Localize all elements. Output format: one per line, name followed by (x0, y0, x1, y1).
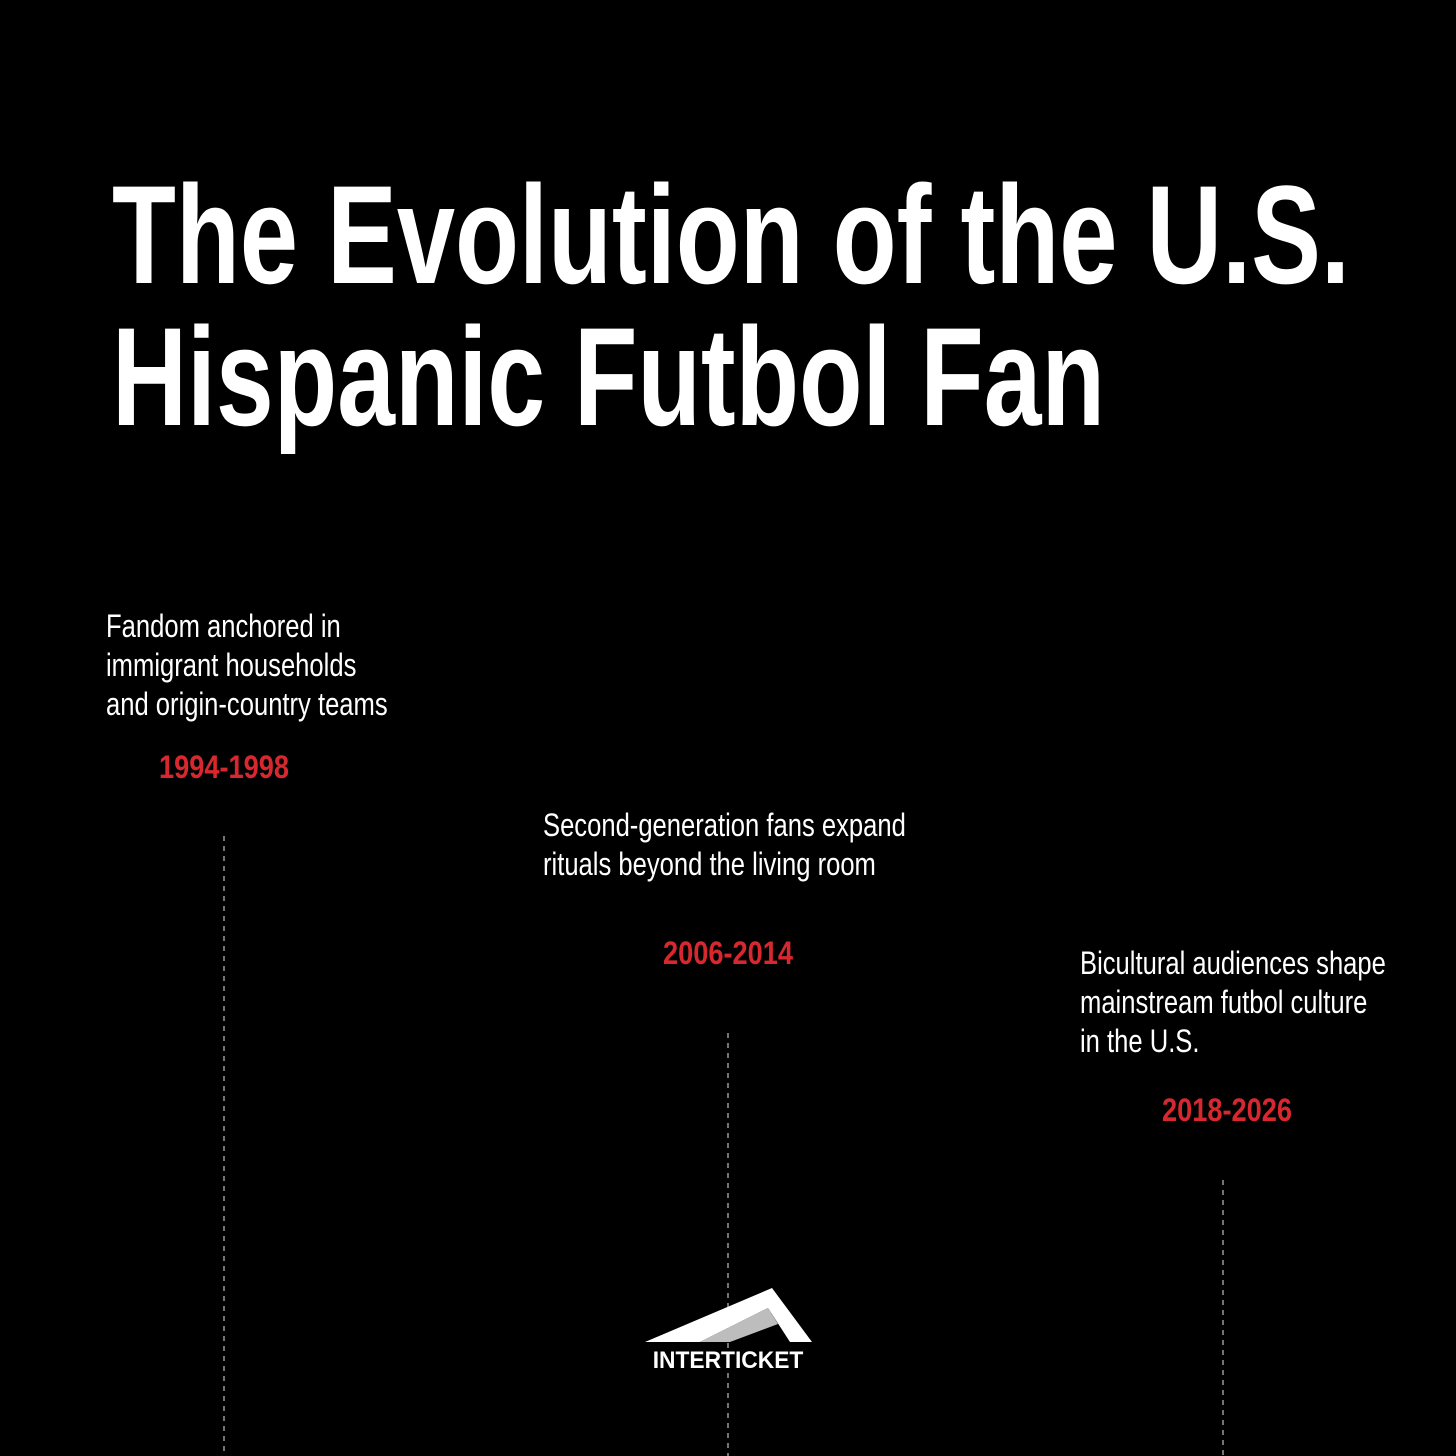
event-description: and origin-country teams (106, 687, 388, 722)
title-line: Hispanic Futbol Fan (112, 298, 1105, 455)
event-description: Fandom anchored in (106, 609, 341, 644)
logo-mark (645, 1288, 812, 1342)
event-period: 2018-2026 (1162, 1093, 1292, 1129)
event-description: Second-generation fans expand (543, 808, 906, 843)
logo-shape (700, 1308, 778, 1342)
event-description: rituals beyond the living room (543, 847, 876, 882)
logo-text: INTERTICKET (653, 1346, 804, 1373)
event-period: 2006-2014 (663, 936, 793, 972)
event-description: immigrant households (106, 648, 356, 683)
event-description: in the U.S. (1080, 1024, 1200, 1059)
event-description: Bicultural audiences shape (1080, 946, 1386, 981)
title-line: The Evolution of the U.S. (112, 156, 1350, 313)
event-period: 1994-1998 (159, 750, 289, 786)
event-description: mainstream futbol culture (1080, 985, 1367, 1020)
logo-shape (645, 1288, 812, 1342)
